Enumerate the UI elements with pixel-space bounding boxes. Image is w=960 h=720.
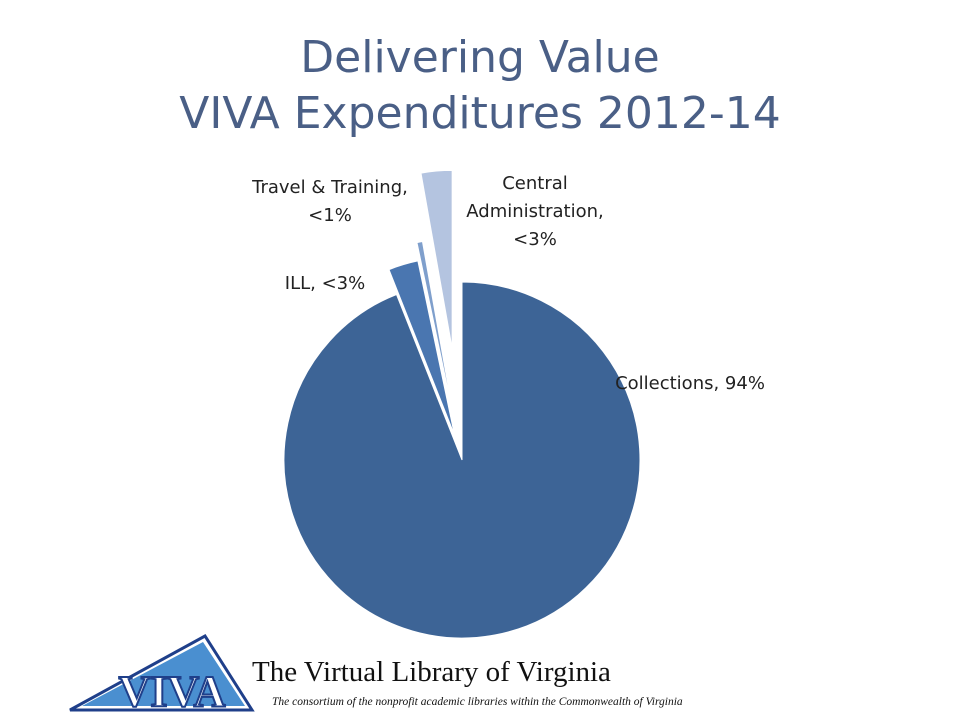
logo-fill <box>82 642 245 706</box>
data-label: ILL, <3% <box>284 273 366 294</box>
data-label: Collections, 94% <box>615 373 765 394</box>
pie-slice <box>420 169 453 349</box>
pie-slice <box>416 240 455 417</box>
data-label: Travel & Training, <1% <box>252 177 408 226</box>
chart-subtitle: VIVA Expenditures 2012-14 <box>179 88 781 139</box>
footer-tagline: The consortium of the nonprofit academic… <box>272 696 683 708</box>
title-block: Delivering Value VIVA Expenditures 2012-… <box>0 30 960 142</box>
footer-name: The Virtual Library of Virginia <box>252 656 611 688</box>
data-label: Central Administration, <3% <box>466 173 604 250</box>
pie-slice <box>388 260 456 436</box>
chart-title: Delivering Value <box>300 32 660 83</box>
pie-slice <box>283 281 641 639</box>
logo-text: VIVA <box>119 667 226 716</box>
